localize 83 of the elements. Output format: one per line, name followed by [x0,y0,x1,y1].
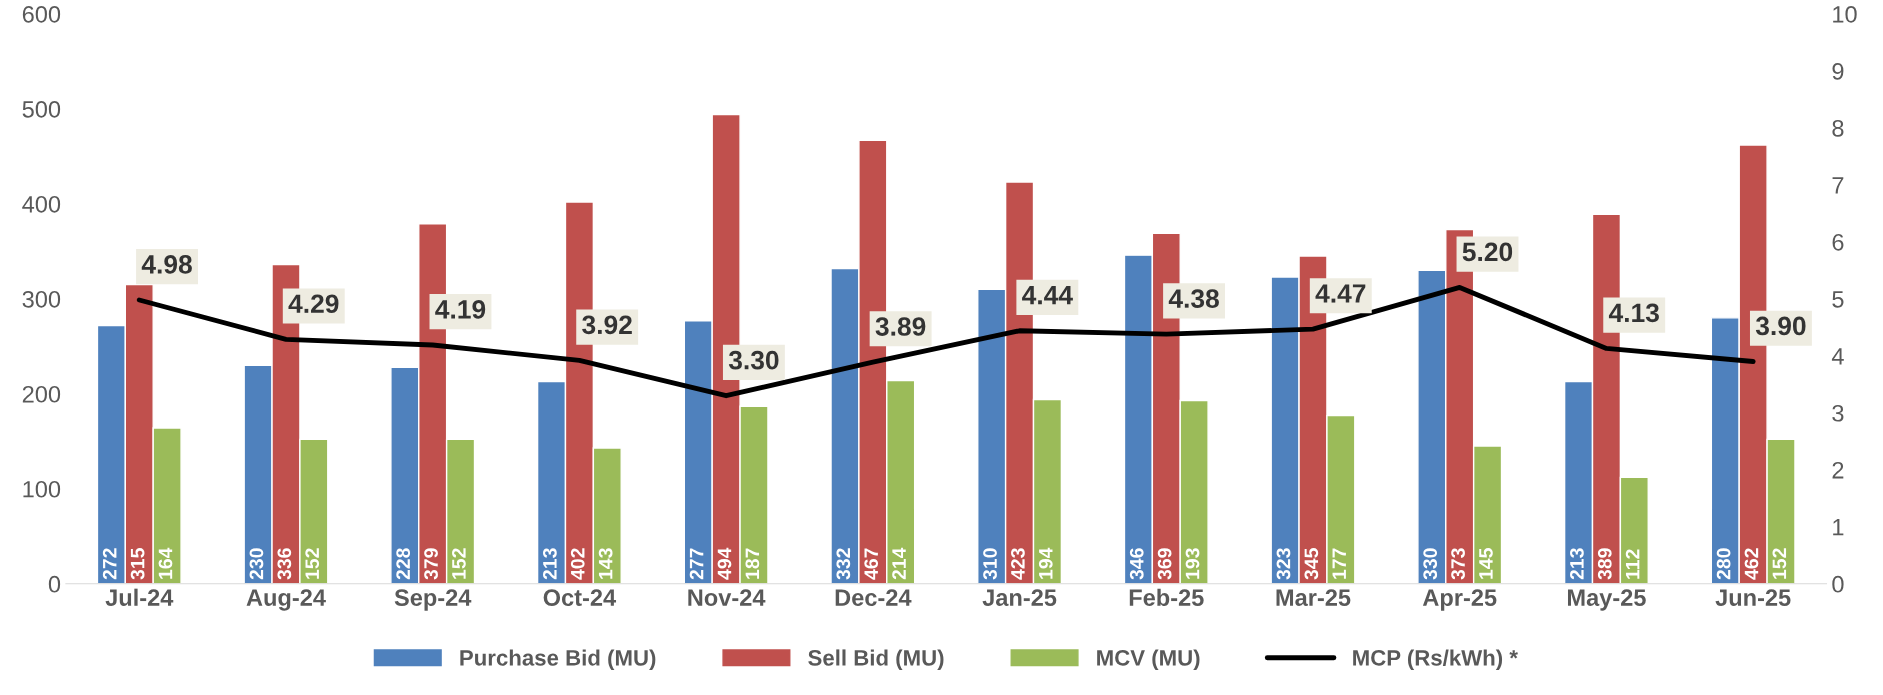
data-label: 4.98 [141,255,192,274]
data-label: 346 [1129,548,1144,580]
data-label: 3.89 [875,317,926,336]
data-label: 3.30 [728,350,779,370]
data-label: 152 [1772,548,1787,579]
data-label: 4.29 [288,294,339,314]
legend-label: MCV (MU) [1097,649,1200,671]
data-label: 336 [277,548,292,580]
legend-label: Sell Bid (MU) [808,649,944,671]
y-tick-label: 600 [22,5,61,23]
data-label: 402 [570,548,585,580]
data-label: 345 [1304,548,1319,580]
x-tick-label: Feb-25 [1129,588,1204,606]
data-label: 373 [1451,548,1465,580]
y-tick-label: 300 [22,290,61,308]
data-label: 164 [158,547,173,579]
x-tick-label: Nov-24 [688,589,766,606]
x-tick-label: Dec-24 [835,589,912,606]
data-label: 4.47 [1315,284,1366,303]
x-tick-label: Jul-24 [105,588,174,606]
data-label: 193 [1185,548,1200,579]
y2-tick-label: 9 [1832,62,1844,80]
y2-tick-label: 8 [1832,119,1844,137]
data-label: 4.13 [1608,303,1659,323]
y2-tick-label: 10 [1833,5,1857,23]
x-tick-label: Sep-24 [394,589,472,611]
data-label: 379 [424,548,438,580]
data-label: 177 [1332,548,1346,579]
data-label: 213 [542,548,557,580]
y-tick-label: 0 [48,575,61,593]
y2-tick-label: 6 [1832,233,1844,251]
data-label: 145 [1479,548,1493,579]
data-label: 4.38 [1168,289,1219,308]
y2-tick-label: 4 [1831,348,1844,365]
line-series [136,285,1756,399]
legend-label: Purchase Bid (MU) [460,649,656,671]
data-label: 332 [836,548,851,580]
data-label: 277 [689,548,704,580]
data-label: 194 [1038,547,1053,579]
data-label: 230 [249,548,264,580]
data-label: 272 [102,548,117,580]
x-tick-label: Oct-24 [543,589,617,606]
y-tick-label: 400 [22,195,61,213]
data-label: 315 [130,548,145,580]
y2-tick-label: 3 [1832,404,1844,422]
x-tick-label: Mar-25 [1276,589,1351,606]
data-label: 152 [305,548,320,579]
y2-tick-label: 2 [1832,461,1844,479]
data-label: 323 [1276,548,1291,580]
y2-tick-label: 1 [1833,519,1844,536]
data-label: 280 [1716,548,1731,580]
data-label: 143 [598,548,613,579]
data-label: 187 [745,548,760,579]
data-label: 3.92 [582,315,632,335]
y2-tick-label: 0 [1832,575,1844,593]
y-tick-label: 100 [23,480,61,498]
x-tick-label: Jun-25 [1715,589,1791,606]
data-label: 369 [1157,548,1172,580]
y-tick-label: 500 [22,100,61,118]
x-tick-label: Aug-24 [246,589,326,611]
x-tick-label: Jan-25 [982,589,1057,606]
data-label: 4.44 [1022,286,1073,305]
x-tick-label: Apr-25 [1422,589,1497,611]
data-label: 228 [396,548,411,580]
y2-tick-label: 7 [1832,177,1844,194]
y-tick-label: 200 [22,385,61,403]
data-label: 423 [1011,548,1025,580]
data-label: 467 [864,548,879,580]
data-label: 4.19 [435,300,486,319]
data-label: 112 [1625,549,1640,579]
data-label: 214 [892,547,906,580]
data-label: 462 [1744,548,1759,580]
data-label: 494 [717,547,732,580]
data-label: 389 [1597,548,1612,580]
data-label: 3.90 [1755,316,1806,336]
data-label: 330 [1423,548,1438,580]
x-tick-label: May-25 [1567,589,1646,611]
data-label: 310 [983,548,997,580]
data-label: 152 [452,548,466,579]
data-label: 213 [1570,548,1584,580]
legend-label: MCP (Rs/kWh) * [1353,649,1518,671]
y2-tick-label: 5 [1832,291,1844,308]
data-label: 5.20 [1462,242,1513,262]
